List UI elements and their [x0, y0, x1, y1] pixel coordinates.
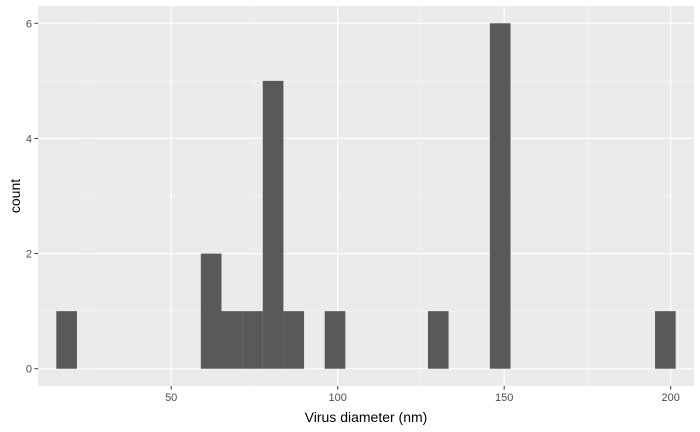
histogram-bar — [242, 311, 263, 369]
histogram-bar — [489, 23, 511, 369]
x-axis: 50 100 150 200 — [165, 386, 680, 404]
y-tick-label: 6 — [26, 18, 32, 30]
histogram-bar — [221, 311, 243, 369]
histogram-bar — [427, 311, 449, 369]
histogram-bar — [56, 311, 77, 369]
x-tick-label: 50 — [165, 392, 177, 404]
histogram-bar — [655, 311, 676, 369]
minor-gridlines — [38, 6, 694, 386]
x-tick-label: 150 — [495, 392, 513, 404]
histogram-bar — [283, 311, 305, 369]
x-tick-label: 100 — [329, 392, 347, 404]
x-axis-title: Virus diameter (nm) — [305, 409, 428, 425]
histogram-bars — [56, 23, 676, 369]
y-tick-label: 4 — [26, 133, 32, 145]
y-tick-label: 2 — [26, 249, 32, 261]
x-tick-label: 200 — [662, 392, 680, 404]
histogram-bar — [262, 80, 284, 369]
histogram-bar — [200, 253, 222, 369]
histogram-bar — [324, 311, 346, 369]
y-tick-label: 0 — [26, 364, 32, 376]
y-axis-title: count — [7, 179, 23, 213]
y-axis: 0 2 4 6 — [26, 18, 38, 376]
